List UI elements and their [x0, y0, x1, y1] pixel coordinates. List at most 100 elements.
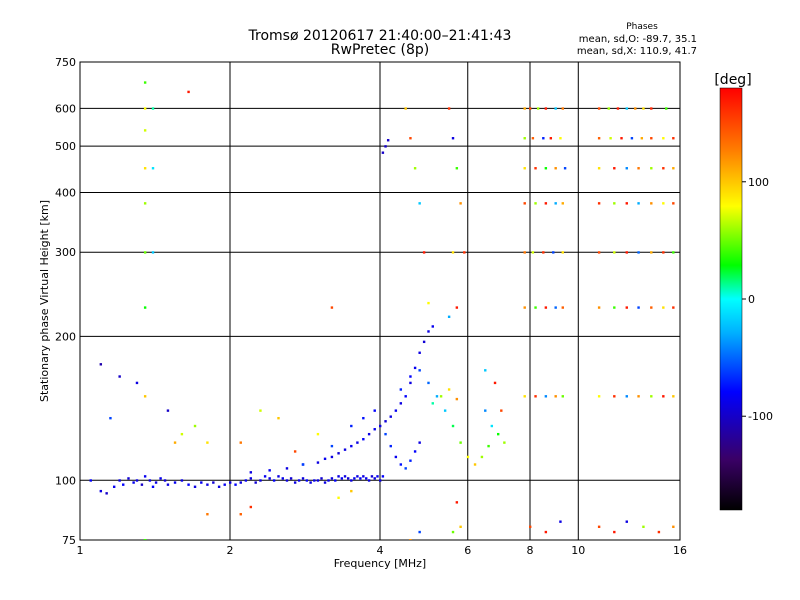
- data-point: [180, 479, 184, 482]
- data-point: [193, 424, 197, 428]
- data-point: [431, 402, 434, 405]
- data-point: [431, 325, 434, 328]
- info-heading: Phases: [626, 22, 658, 32]
- data-point: [607, 107, 610, 110]
- data-point: [616, 107, 620, 110]
- data-point: [523, 306, 526, 309]
- x-tick-label: 16: [673, 544, 687, 557]
- data-point: [662, 167, 665, 170]
- data-point: [297, 479, 301, 482]
- data-point: [316, 461, 320, 464]
- data-point: [650, 306, 653, 309]
- data-point: [523, 202, 526, 205]
- data-point: [418, 351, 421, 354]
- data-point: [672, 202, 675, 205]
- data-point: [365, 477, 368, 480]
- data-point: [549, 137, 553, 140]
- data-point: [531, 137, 535, 140]
- data-point: [542, 251, 545, 254]
- data-point: [534, 306, 537, 309]
- data-point: [206, 513, 209, 516]
- data-point: [529, 525, 532, 529]
- data-point: [323, 481, 327, 484]
- data-point: [316, 479, 320, 482]
- colorbar-tick-label: 0: [748, 293, 755, 306]
- data-point: [544, 395, 548, 398]
- data-point: [206, 441, 209, 444]
- y-tick-label: 600: [55, 102, 76, 115]
- x-tick-label: 10: [571, 544, 585, 557]
- data-point: [394, 409, 398, 412]
- data-point: [409, 539, 412, 540]
- data-point: [523, 167, 526, 170]
- data-point: [484, 409, 487, 412]
- data-point: [143, 81, 147, 84]
- data-point: [151, 107, 155, 110]
- data-point: [301, 477, 305, 480]
- data-point: [148, 479, 152, 482]
- data-point: [173, 481, 177, 484]
- data-point: [404, 107, 407, 110]
- data-point: [650, 167, 653, 170]
- y-tick-label: 400: [55, 186, 76, 199]
- y-tick-label: 75: [62, 534, 76, 547]
- data-point: [447, 107, 451, 110]
- data-point: [370, 475, 374, 478]
- data-point: [451, 251, 455, 254]
- data-point: [459, 525, 462, 529]
- data-point: [323, 457, 327, 461]
- data-point: [404, 467, 407, 470]
- data-point: [413, 366, 417, 370]
- data-point: [554, 306, 557, 309]
- data-point: [613, 395, 616, 398]
- data-point: [672, 306, 675, 309]
- data-point: [143, 167, 147, 170]
- data-point: [480, 455, 484, 459]
- data-point: [455, 167, 459, 170]
- y-tick-label: 200: [55, 330, 76, 343]
- data-point: [143, 129, 147, 132]
- data-point: [544, 107, 548, 110]
- data-point: [597, 202, 601, 205]
- data-point: [330, 444, 334, 448]
- data-point: [272, 479, 276, 482]
- data-point: [544, 202, 548, 205]
- data-point: [625, 167, 628, 170]
- data-point: [630, 137, 634, 140]
- data-point: [451, 424, 455, 428]
- data-point: [285, 479, 289, 482]
- colorbar-ticks: 100 0 -100: [742, 176, 773, 423]
- data-point: [330, 455, 334, 459]
- data-point: [463, 251, 466, 254]
- data-point: [561, 202, 564, 205]
- data-point: [193, 485, 197, 489]
- data-point: [418, 530, 421, 534]
- data-point: [544, 306, 548, 309]
- x-tick-label: 2: [227, 544, 234, 557]
- data-point: [337, 452, 340, 455]
- data-point: [552, 251, 555, 254]
- data-point: [625, 395, 628, 398]
- data-point: [536, 107, 540, 110]
- data-point: [249, 471, 253, 474]
- data-point: [473, 463, 477, 466]
- data-point: [620, 137, 623, 140]
- data-point: [561, 251, 564, 254]
- data-point: [239, 513, 242, 516]
- data-point: [665, 107, 668, 110]
- data-point: [143, 539, 147, 540]
- data-point: [534, 202, 537, 205]
- data-point: [650, 137, 653, 140]
- data-point: [662, 306, 665, 309]
- data-point: [559, 520, 562, 523]
- colorbar-tick-label: 100: [748, 176, 769, 189]
- data-point: [249, 477, 253, 480]
- y-axis-label: Stationary phase Virtual Height [km]: [38, 200, 51, 402]
- data-point: [343, 475, 347, 478]
- data-point: [376, 475, 379, 478]
- data-point: [650, 107, 653, 110]
- data-point: [634, 107, 637, 110]
- data-point: [455, 397, 459, 401]
- x-tick-label: 1: [77, 544, 84, 557]
